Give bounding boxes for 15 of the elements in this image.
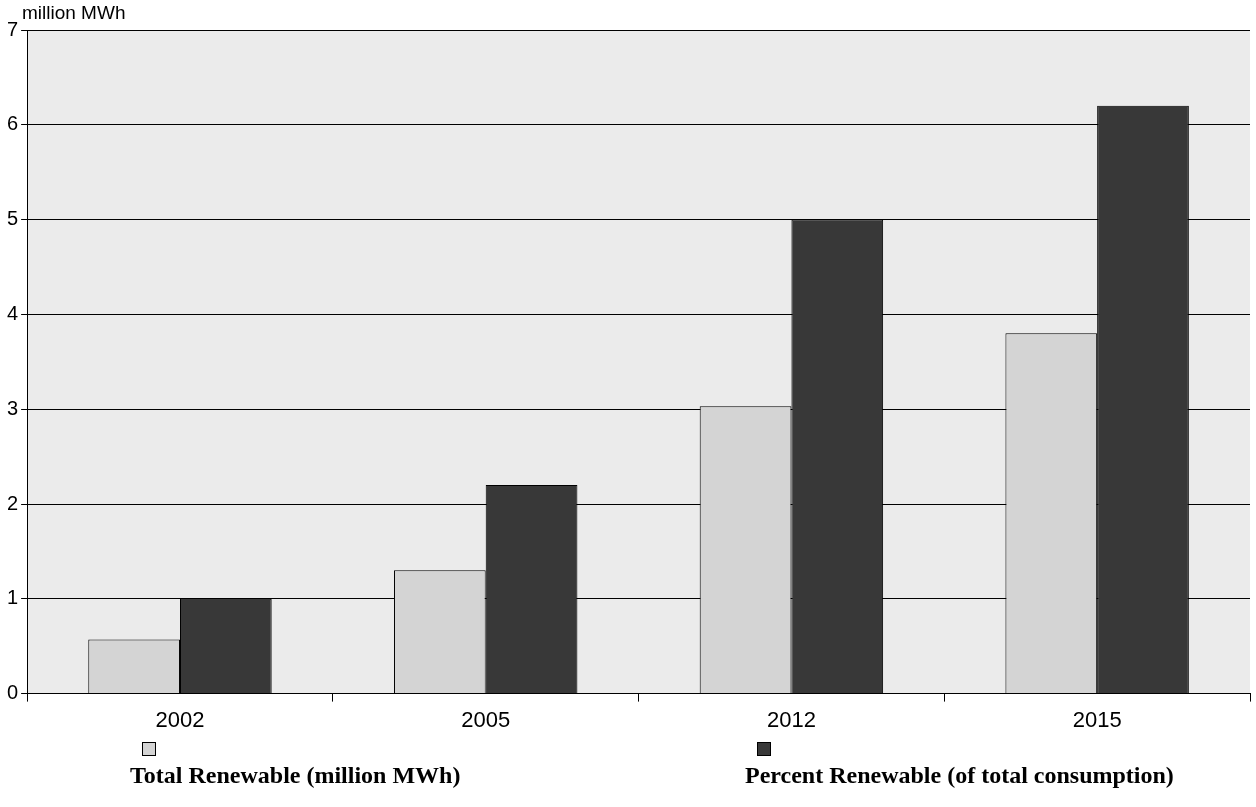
y-tick-label: 3 — [7, 396, 19, 419]
legend-label: Total Renewable (million MWh) — [130, 762, 461, 788]
x-tick-label: 2005 — [461, 706, 511, 732]
y-tick-label: 5 — [7, 207, 19, 230]
y-tick-label: 2 — [7, 491, 19, 514]
y-tick-label: 1 — [7, 586, 19, 609]
x-tick-label: 2015 — [1072, 706, 1122, 732]
x-tick-label: 2002 — [155, 706, 205, 732]
y-tick-label: 4 — [7, 301, 19, 324]
y-axis-title: million MWh — [22, 2, 126, 24]
y-tick-label: 7 — [7, 17, 19, 40]
y-tick-label: 0 — [7, 681, 19, 704]
y-tick-label: 6 — [7, 112, 19, 135]
legend-label: Percent Renewable (of total consumption) — [745, 762, 1174, 788]
x-tick-label: 2012 — [766, 706, 816, 732]
